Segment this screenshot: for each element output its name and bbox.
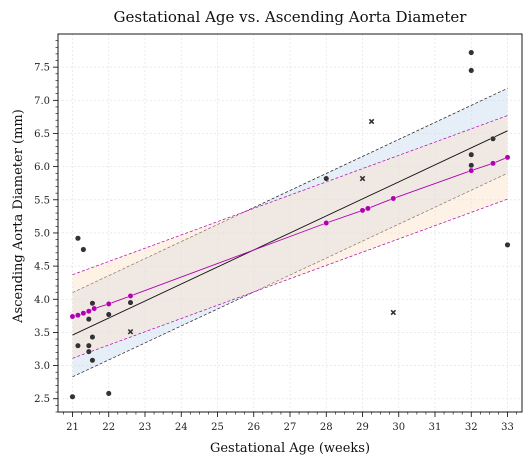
y-tick-label: 2.5 [34, 394, 50, 405]
model-band-lower [72, 198, 508, 359]
outlier-point [359, 175, 366, 182]
fit-band-upper [72, 88, 508, 293]
data-point [468, 151, 475, 158]
x-tick-label: 21 [66, 422, 79, 433]
y-tick-label: 7.0 [34, 96, 50, 107]
data-point [468, 49, 475, 56]
x-tick-label: 26 [247, 422, 260, 433]
data-point [89, 300, 96, 307]
y-tick-label: 4.5 [34, 262, 50, 273]
y-axis-label: Ascending Aorta Diameter (mm) [11, 109, 26, 324]
x-tick-label: 25 [211, 422, 224, 433]
data-point [69, 393, 76, 400]
outlier-point [390, 309, 397, 316]
data-point [468, 162, 475, 169]
model-point [323, 220, 330, 226]
y-tick-label: 6.5 [34, 129, 50, 140]
data-point [89, 334, 96, 341]
plot-area: 21 22 23 24 25 26 27 28 29 30 31 32 33 2.5 3.0 3.5 4.0 4.… [34, 33, 523, 433]
fit-line [72, 130, 508, 336]
model-band-upper [72, 115, 508, 276]
x-tick-label: 28 [320, 422, 333, 433]
x-tick-label: 27 [284, 422, 297, 433]
outlier-point [368, 118, 375, 125]
model-point [69, 313, 76, 320]
x-tick-label: 23 [139, 422, 152, 433]
model-point [504, 154, 511, 161]
x-tick-label: 24 [175, 422, 188, 433]
model-point [468, 167, 475, 174]
y-tick-label: 5.5 [34, 195, 50, 206]
data-point [105, 390, 112, 397]
fit-band-lower [72, 172, 508, 378]
data-point [74, 235, 81, 242]
x-tick-label: 33 [501, 422, 514, 433]
x-axis-label: Gestational Age (weeks) [210, 441, 370, 456]
data-point [85, 316, 92, 323]
data-point [489, 135, 497, 142]
model-point [80, 310, 87, 317]
model-point [390, 195, 397, 202]
data-point [80, 246, 87, 253]
y-tick-label: 3.5 [34, 328, 50, 339]
data-point [85, 342, 92, 349]
x-tick-label: 32 [465, 422, 478, 433]
chart-title: Gestational Age vs. Ascending Aorta Diam… [114, 8, 468, 26]
model-point [127, 293, 134, 299]
y-tick-label: 7.5 [34, 63, 50, 74]
y-tick-label: 6.0 [34, 162, 50, 173]
x-tick-label: 30 [392, 422, 405, 433]
y-tick-label: 5.0 [34, 228, 50, 239]
data-point [323, 175, 330, 182]
data-point [105, 311, 112, 318]
model-point [359, 207, 366, 214]
x-tick-label: 31 [429, 422, 442, 433]
y-tick-label: 3.0 [34, 361, 50, 372]
model-point [85, 308, 92, 315]
x-tick-label: 22 [102, 422, 115, 433]
model-point [105, 301, 112, 307]
model-point [490, 160, 496, 167]
outlier-point [127, 328, 134, 335]
data-point [85, 348, 92, 355]
data-point [89, 357, 96, 364]
model-point [365, 205, 371, 212]
x-tick-label: 29 [356, 422, 369, 433]
data-point [74, 342, 81, 349]
data-point [504, 241, 511, 248]
model-point [91, 305, 98, 312]
model-point [75, 312, 81, 319]
data-point [127, 299, 134, 306]
y-tick-label: 4.0 [34, 295, 50, 306]
data-point [468, 67, 475, 74]
